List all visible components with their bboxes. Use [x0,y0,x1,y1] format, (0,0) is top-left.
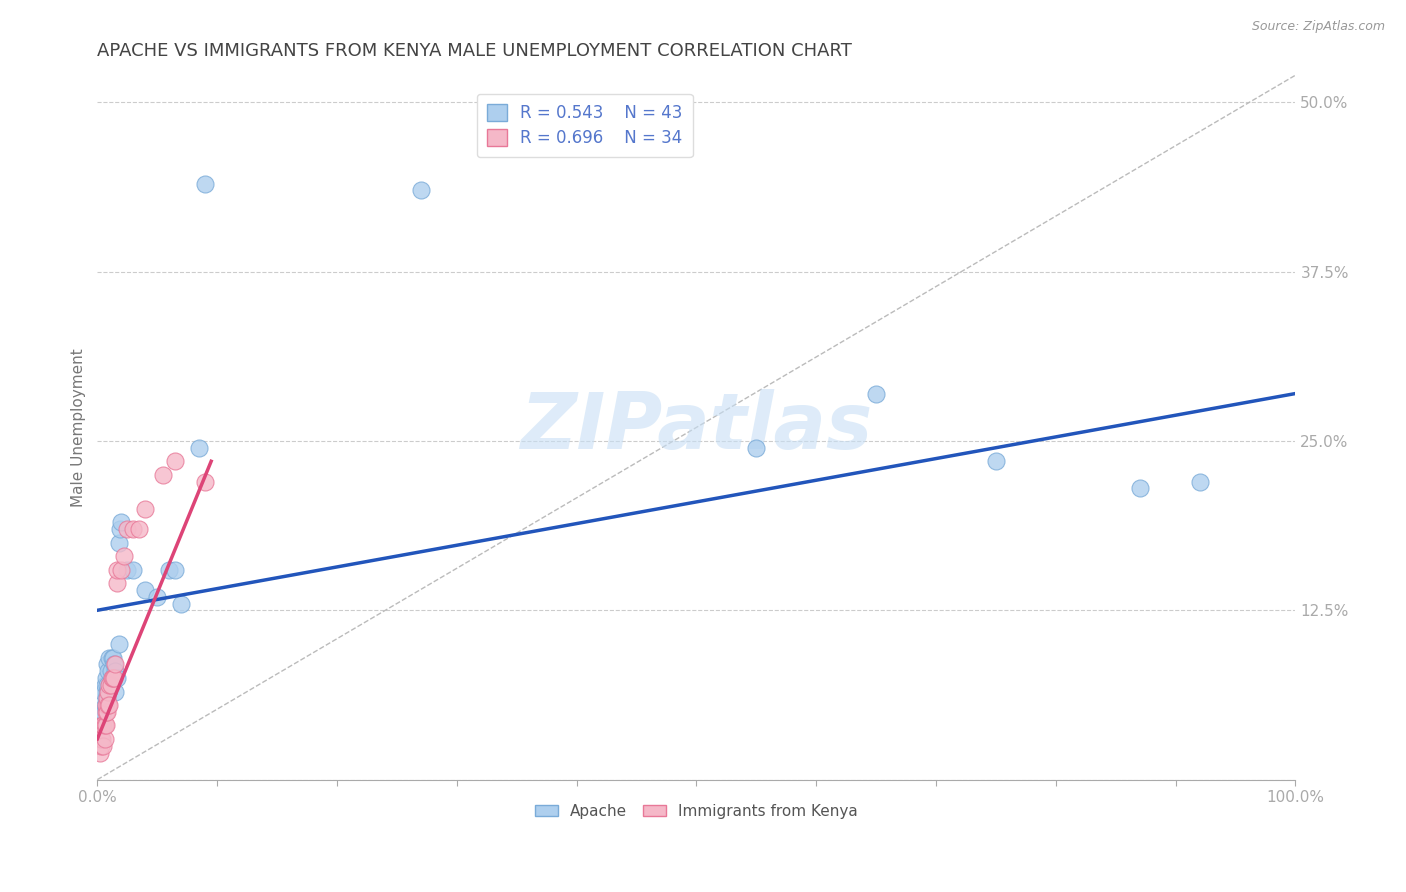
Point [865,386,887,401]
Point [100,671,122,685]
Point [97,684,120,698]
Point [105,671,128,685]
Point [101,650,124,665]
Point [97,684,120,698]
Point [105,576,128,591]
Point [93,705,115,719]
Point [117,522,139,536]
Point [91,718,114,732]
Point [146,590,169,604]
Point [90,718,112,732]
Point [104,657,127,672]
Text: Source: ZipAtlas.com: Source: ZipAtlas.com [1251,20,1385,33]
Point [745,441,768,455]
Point [98,678,121,692]
Point [108,637,131,651]
Point [97,665,120,679]
Point [170,597,193,611]
Point [104,665,127,679]
Point [96,705,118,719]
Point [122,522,145,536]
Text: APACHE VS IMMIGRANTS FROM KENYA MALE UNEMPLOYMENT CORRELATION CHART: APACHE VS IMMIGRANTS FROM KENYA MALE UNE… [97,42,852,60]
Point [108,535,131,549]
Point [89,746,111,760]
Point [96,684,118,698]
Point [984,454,1007,468]
Point [91,705,114,719]
Point [1129,481,1152,495]
Point [112,549,135,563]
Point [117,563,139,577]
Point [93,678,115,692]
Point [194,177,217,191]
Point [93,684,115,698]
Point [110,563,132,577]
Point [157,563,180,577]
Point [100,671,122,685]
Point [93,718,115,732]
Point [98,678,121,692]
Point [93,731,115,746]
Point [409,183,432,197]
Point [165,454,187,468]
Point [110,515,132,529]
Point [104,684,127,698]
Point [93,698,115,712]
Point [105,563,128,577]
Point [152,467,174,482]
Point [103,657,125,672]
Point [94,671,117,685]
Point [96,691,118,706]
Point [93,718,115,732]
Point [165,563,187,577]
Legend: Apache, Immigrants from Kenya: Apache, Immigrants from Kenya [529,797,863,825]
Point [122,563,145,577]
Point [100,665,122,679]
Point [1188,475,1211,489]
Point [94,698,117,712]
Point [128,522,150,536]
Point [93,739,115,753]
Point [100,678,122,692]
Point [94,718,117,732]
Point [134,501,156,516]
Point [97,698,120,712]
Point [91,731,114,746]
Point [108,522,131,536]
Point [94,705,117,719]
Point [188,441,211,455]
Point [101,671,124,685]
Point [98,650,121,665]
Text: ZIPatlas: ZIPatlas [520,390,873,466]
Point [96,657,118,672]
Point [96,678,118,692]
Point [89,731,111,746]
Point [103,671,125,685]
Point [94,691,117,706]
Point [134,582,156,597]
Point [90,731,112,746]
Point [194,475,217,489]
Y-axis label: Male Unemployment: Male Unemployment [72,348,86,507]
Point [100,650,122,665]
Point [90,739,112,753]
Point [98,698,121,712]
